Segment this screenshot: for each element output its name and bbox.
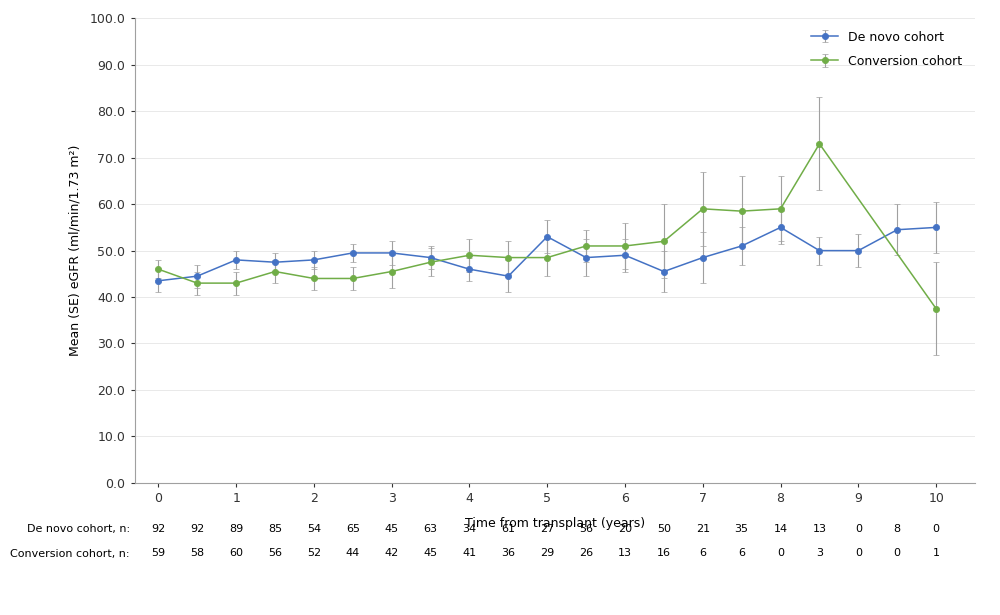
- Text: 52: 52: [307, 549, 321, 558]
- Text: 16: 16: [657, 549, 671, 558]
- X-axis label: Time from transplant (years): Time from transplant (years): [465, 517, 645, 530]
- Text: 13: 13: [618, 549, 632, 558]
- Text: 56: 56: [268, 549, 282, 558]
- Legend: De novo cohort, Conversion cohort: De novo cohort, Conversion cohort: [805, 25, 969, 74]
- Text: 59: 59: [151, 549, 165, 558]
- Text: 1: 1: [933, 549, 940, 558]
- Text: 50: 50: [657, 524, 671, 534]
- Text: 6: 6: [699, 549, 706, 558]
- Text: 92: 92: [190, 524, 204, 534]
- Text: 0: 0: [894, 549, 901, 558]
- Text: 41: 41: [462, 549, 477, 558]
- Text: 65: 65: [346, 524, 360, 534]
- Text: 60: 60: [229, 549, 243, 558]
- Y-axis label: Mean (SE) eGFR (ml/min/1.73 m²): Mean (SE) eGFR (ml/min/1.73 m²): [68, 145, 81, 356]
- Text: 45: 45: [423, 549, 438, 558]
- Text: Conversion cohort, n:: Conversion cohort, n:: [10, 549, 130, 558]
- Text: 21: 21: [696, 524, 710, 534]
- Text: 29: 29: [540, 549, 554, 558]
- Text: 56: 56: [579, 524, 593, 534]
- Text: 61: 61: [501, 524, 515, 534]
- Text: 6: 6: [738, 549, 745, 558]
- Text: 0: 0: [855, 524, 862, 534]
- Text: 45: 45: [385, 524, 399, 534]
- Text: 14: 14: [773, 524, 788, 534]
- Text: 0: 0: [855, 549, 862, 558]
- Text: 13: 13: [812, 524, 826, 534]
- Text: 36: 36: [501, 549, 515, 558]
- Text: 92: 92: [151, 524, 165, 534]
- Text: 8: 8: [894, 524, 901, 534]
- Text: 85: 85: [268, 524, 282, 534]
- Text: 34: 34: [462, 524, 477, 534]
- Text: 0: 0: [777, 549, 784, 558]
- Text: De novo cohort, n:: De novo cohort, n:: [27, 524, 130, 534]
- Text: 20: 20: [618, 524, 632, 534]
- Text: 35: 35: [735, 524, 749, 534]
- Text: 27: 27: [540, 524, 554, 534]
- Text: 0: 0: [933, 524, 940, 534]
- Text: 54: 54: [307, 524, 321, 534]
- Text: 63: 63: [424, 524, 438, 534]
- Text: 3: 3: [816, 549, 823, 558]
- Text: 26: 26: [579, 549, 593, 558]
- Text: 44: 44: [346, 549, 360, 558]
- Text: 58: 58: [190, 549, 204, 558]
- Text: 89: 89: [229, 524, 243, 534]
- Text: 42: 42: [385, 549, 399, 558]
